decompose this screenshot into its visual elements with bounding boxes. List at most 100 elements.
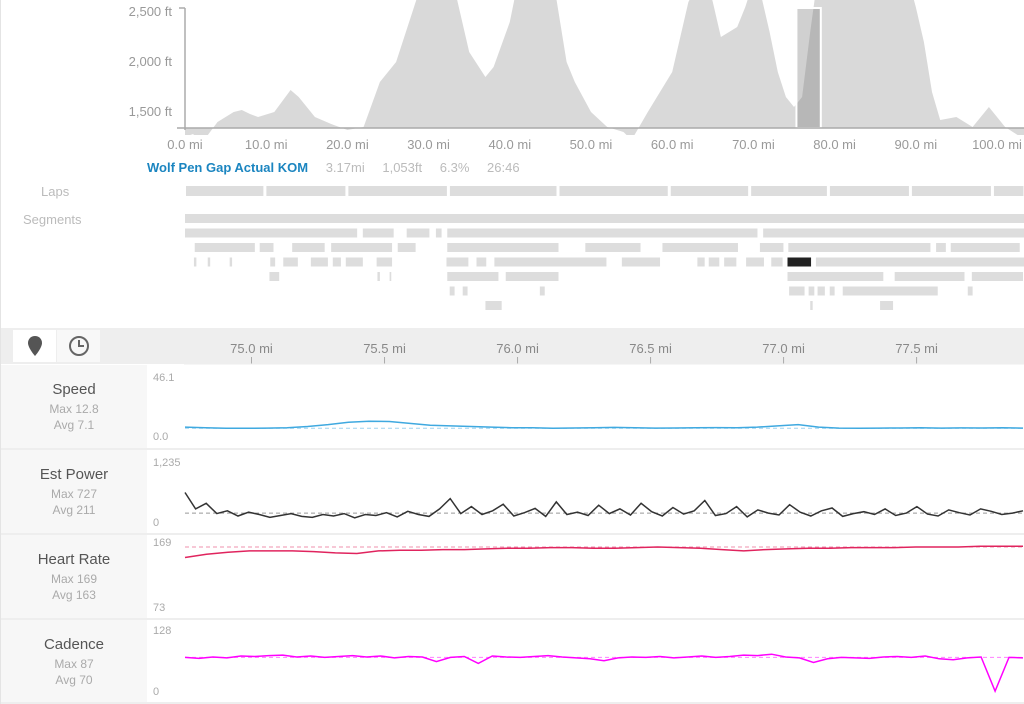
stream-toolbar [1, 328, 1024, 364]
segment-bar[interactable] [446, 257, 469, 267]
segment-bar[interactable] [763, 228, 1024, 238]
segment-bar[interactable] [447, 228, 758, 238]
stream-axis-min: 0 [153, 517, 160, 529]
segment-bar[interactable] [788, 243, 931, 252]
lap-bar [911, 186, 991, 196]
stream-axis-max: 1,235 [153, 457, 181, 469]
segment-bar[interactable] [829, 286, 835, 296]
segment-bar[interactable] [724, 257, 737, 267]
segment-bar[interactable] [894, 272, 965, 281]
stream-title: Heart Rate [37, 551, 111, 568]
stream-axis-max: 128 [153, 625, 172, 637]
segment-bar[interactable] [789, 286, 805, 296]
elevation-x-tick: 0.0 mi [167, 137, 203, 152]
segment-bar[interactable] [808, 286, 815, 296]
segment-bar[interactable] [331, 243, 393, 252]
laps-label: Laps [41, 184, 70, 199]
elevation-chart[interactable] [1, 0, 1024, 135]
elevation-x-tick: 70.0 mi [732, 137, 775, 152]
lap-bar [993, 186, 1024, 196]
segment-bar[interactable] [362, 228, 394, 238]
segment-bar[interactable] [406, 228, 430, 238]
segment-bar[interactable] [505, 272, 559, 281]
segment-bar[interactable] [447, 272, 499, 281]
stream-chart[interactable] [1, 620, 1024, 704]
detail-axis-ticks [184, 357, 1024, 365]
segment-bar-selected[interactable] [787, 257, 812, 267]
segment-bar[interactable] [697, 257, 705, 267]
stream-axis-max: 169 [153, 537, 172, 549]
elevation-x-tick: 40.0 mi [488, 137, 532, 152]
segment-bar[interactable] [662, 243, 738, 252]
segment-bar[interactable] [259, 243, 274, 252]
segment-bar[interactable] [435, 228, 442, 238]
segment-bar[interactable] [485, 301, 502, 310]
segment-bar[interactable] [462, 286, 468, 296]
elevation-x-tick: 80.0 mi [813, 137, 856, 152]
elevation-x-tick: 20.0 mi [326, 137, 369, 152]
segment-bar[interactable] [447, 243, 559, 252]
segment-time: 26:46 [487, 160, 520, 175]
stream-avg: Avg 7.1 [53, 418, 95, 432]
segment-bar[interactable] [810, 301, 813, 310]
segment-name[interactable]: Wolf Pen Gap Actual KOM [147, 160, 309, 175]
segment-bar[interactable] [967, 286, 973, 296]
segment-bar[interactable] [759, 243, 784, 252]
stream-title: Est Power [39, 466, 109, 483]
segment-bar[interactable] [787, 272, 884, 281]
stream-chart[interactable] [1, 535, 1024, 620]
segment-bar[interactable] [971, 272, 1023, 281]
segment-bar[interactable] [708, 257, 720, 267]
segment-bar[interactable] [185, 214, 1024, 223]
lap-bar [751, 186, 827, 196]
segment-bar[interactable] [842, 286, 938, 296]
elevation-x-tick: 90.0 mi [894, 137, 938, 152]
segment-bar[interactable] [585, 243, 641, 252]
segment-bar[interactable] [292, 243, 325, 252]
elevation-area [185, 0, 1024, 135]
lap-bar [829, 186, 909, 196]
detail-x-tick: 75.0 mi [230, 341, 273, 356]
segment-bar[interactable] [936, 243, 946, 252]
stream-chart[interactable] [1, 450, 1024, 535]
selection-highlight [795, 7, 822, 129]
segment-bar[interactable] [817, 286, 825, 296]
distance-mode-button[interactable] [13, 330, 56, 362]
map-pin-icon [27, 336, 42, 356]
detail-x-tick: 75.5 mi [363, 341, 406, 356]
segment-bar[interactable] [270, 257, 276, 267]
lap-bar [186, 186, 264, 196]
segment-bar[interactable] [621, 257, 661, 267]
segment-bar[interactable] [539, 286, 545, 296]
segment-bar[interactable] [950, 243, 1020, 252]
segment-bar[interactable] [449, 286, 455, 296]
stream-avg: Avg 70 [55, 673, 93, 687]
segment-bar[interactable] [389, 272, 392, 281]
segment-bar[interactable] [397, 243, 416, 252]
segment-bar[interactable] [345, 257, 363, 267]
elevation-x-tick: 60.0 mi [650, 137, 694, 152]
segments-label: Segments [23, 212, 82, 227]
segment-bar[interactable] [283, 257, 298, 267]
segment-bar[interactable] [815, 257, 1024, 267]
stream-chart[interactable] [1, 365, 1024, 450]
segment-bar[interactable] [771, 257, 783, 267]
detail-x-tick: 77.5 mi [895, 341, 938, 356]
segment-bar[interactable] [494, 257, 607, 267]
segment-bar[interactable] [377, 272, 380, 281]
segment-bar[interactable] [376, 257, 393, 267]
segment-bar[interactable] [229, 257, 233, 267]
segment-bar[interactable] [207, 257, 211, 267]
stream-line [184, 653, 1024, 694]
stream-max: Max 87 [54, 657, 94, 671]
segment-bar[interactable] [193, 257, 197, 267]
segment-bar[interactable] [194, 243, 255, 252]
segment-bar[interactable] [476, 257, 487, 267]
segment-bar[interactable] [269, 272, 280, 281]
segment-bar[interactable] [185, 228, 358, 238]
segment-bar[interactable] [310, 257, 328, 267]
time-mode-button[interactable] [57, 330, 100, 362]
segment-bar[interactable] [746, 257, 764, 267]
segment-bar[interactable] [332, 257, 341, 267]
segment-bar[interactable] [880, 301, 894, 310]
